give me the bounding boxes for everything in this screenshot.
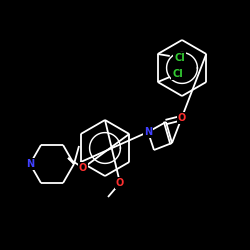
Text: O: O (116, 178, 124, 188)
Text: Cl: Cl (174, 53, 185, 63)
Text: O: O (178, 113, 186, 123)
Text: O: O (79, 163, 87, 173)
Text: N: N (144, 127, 152, 137)
Text: N: N (26, 159, 34, 169)
Text: Cl: Cl (172, 69, 183, 79)
